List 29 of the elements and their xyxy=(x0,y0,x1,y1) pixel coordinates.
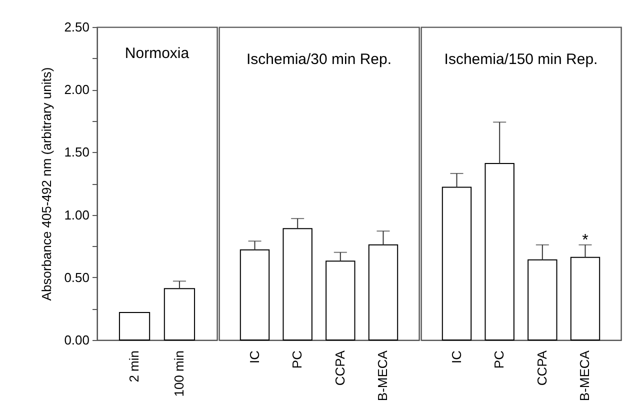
x-tick-label: B-MECA xyxy=(577,350,592,402)
bar xyxy=(326,260,356,340)
bar xyxy=(368,244,398,340)
text: Normoxia xyxy=(124,45,190,62)
bar xyxy=(528,259,558,340)
text: Ischemia/150 min Rep. xyxy=(444,51,598,68)
y-tick-label: 2.50 xyxy=(64,20,90,34)
x-tick-label: B-MECA xyxy=(375,350,390,402)
y-tick-label: 2.00 xyxy=(64,82,90,98)
x-tick-label: PC xyxy=(492,350,507,369)
y-tick-label: 1.50 xyxy=(64,144,90,160)
annotation: * xyxy=(582,232,588,249)
bar xyxy=(442,186,472,340)
y-tick-label: 0.50 xyxy=(64,270,90,285)
y-tick-label: 1.00 xyxy=(64,207,90,222)
x-tick-label: CCPA xyxy=(332,350,348,386)
x-tick-label: 2 min xyxy=(126,350,142,382)
bar xyxy=(282,228,312,340)
x-tick-label: IC xyxy=(246,350,262,364)
text: Ischemia/30 min Rep. xyxy=(246,51,392,68)
y-tick-label: 0.00 xyxy=(64,332,90,348)
y-axis-title: Absorbance 405-492 nm (arbitrary units) xyxy=(39,67,54,301)
x-tick-label: IC xyxy=(448,350,464,364)
bar xyxy=(240,249,270,340)
x-tick-label: PC xyxy=(290,350,305,369)
x-tick-label: 100 min xyxy=(171,350,186,397)
bar xyxy=(570,256,600,340)
bar xyxy=(484,162,514,340)
x-tick-label: CCPA xyxy=(534,350,550,386)
